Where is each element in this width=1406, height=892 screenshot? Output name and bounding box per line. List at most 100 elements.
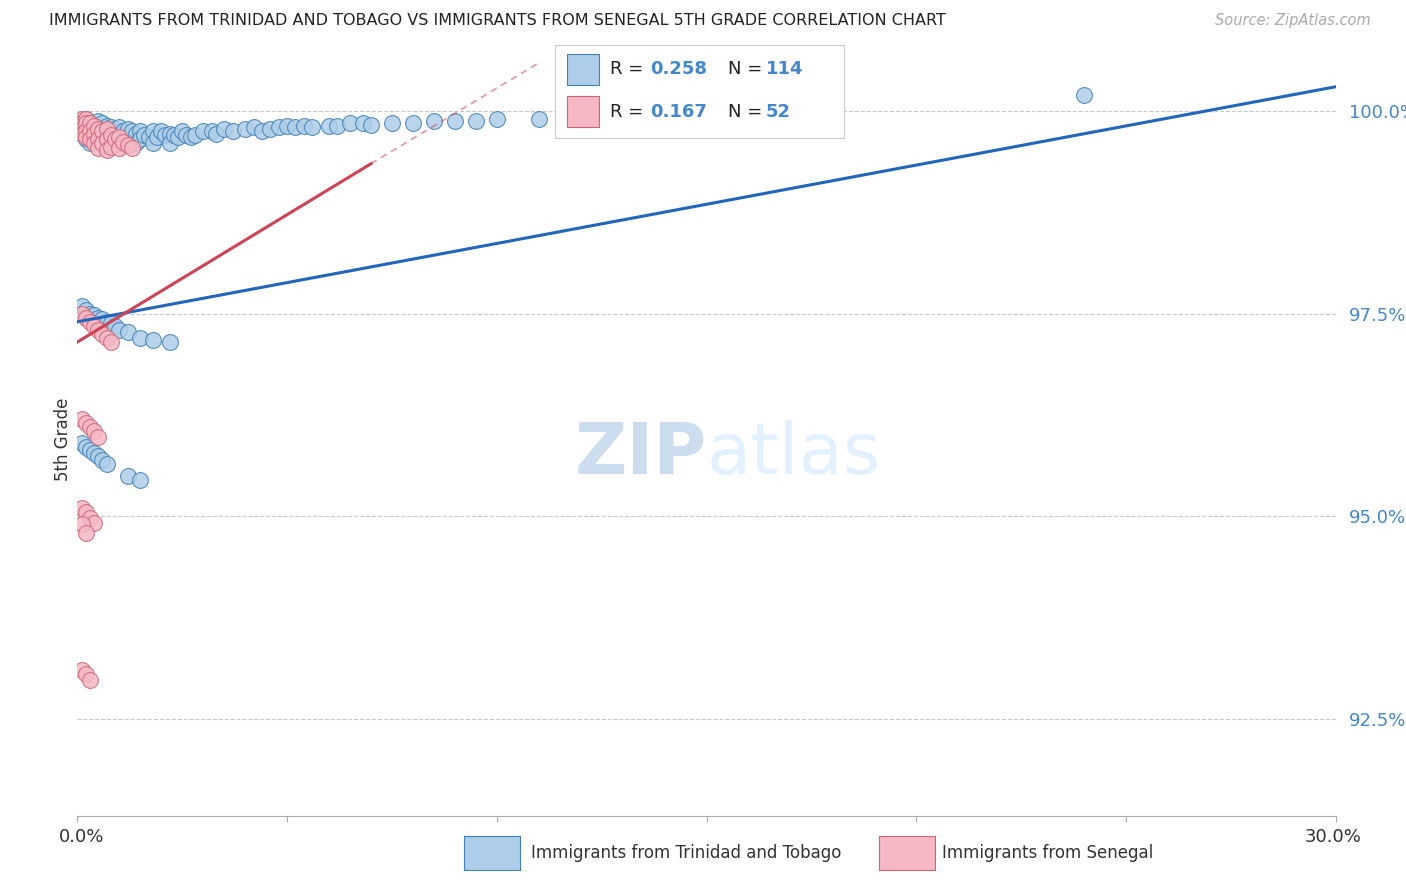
Point (70, 122, 93, 136)
Point (91, 312, 114, 326)
Point (176, 128, 198, 143)
Point (142, 124, 165, 138)
Point (381, 116, 404, 130)
Point (125, 127, 148, 141)
Point (318, 119, 340, 133)
Point (402, 116, 425, 130)
Point (191, 124, 215, 138)
Point (108, 323, 131, 337)
Point (83, 119, 105, 133)
Point (267, 120, 290, 135)
Point (654, 108, 676, 122)
Point (87, 323, 110, 337)
Point (83, 127, 105, 141)
Point (75, 112, 97, 127)
Point (184, 128, 207, 143)
Point (204, 127, 226, 141)
Point (83, 318, 105, 333)
Point (79, 128, 101, 143)
Point (117, 325, 139, 339)
Point (91, 326, 114, 341)
Point (527, 112, 550, 127)
Point (75, 116, 97, 130)
Point (233, 122, 256, 136)
Point (70, 122, 93, 136)
Point (96, 122, 118, 136)
Point (339, 116, 361, 130)
Point (70, 501, 93, 516)
Point (121, 124, 143, 138)
Point (326, 119, 349, 133)
Point (87, 140, 110, 154)
Point (155, 128, 177, 143)
Point (79, 307, 101, 321)
Point (70, 124, 93, 138)
Point (75, 667, 97, 681)
Point (108, 130, 131, 145)
Point (79, 124, 101, 138)
Point (138, 130, 160, 145)
Point (284, 120, 307, 135)
Point (79, 132, 101, 146)
Point (104, 132, 127, 146)
Point (75, 505, 97, 519)
Point (242, 120, 264, 135)
Point (70, 517, 93, 532)
Point (117, 136, 139, 151)
Point (87, 120, 110, 135)
Point (444, 113, 467, 128)
Point (75, 416, 97, 430)
Text: 52: 52 (766, 103, 790, 120)
Point (221, 124, 243, 138)
Point (117, 138, 139, 153)
Point (121, 140, 143, 154)
Point (172, 124, 194, 138)
Point (129, 473, 152, 487)
Point (70, 113, 93, 128)
Bar (567, 54, 599, 85)
Point (612, 110, 634, 124)
Point (75, 132, 97, 146)
Text: N =: N = (728, 103, 768, 120)
Y-axis label: 5th Grade: 5th Grade (53, 398, 72, 481)
Point (83, 124, 105, 138)
Text: 0.258: 0.258 (651, 61, 707, 78)
Point (83, 446, 105, 460)
Point (112, 135, 135, 149)
Point (79, 420, 101, 434)
Point (112, 134, 135, 148)
Point (200, 124, 222, 138)
Point (91, 452, 114, 467)
Point (83, 136, 105, 151)
Point (250, 124, 273, 138)
Point (96, 136, 118, 151)
Point (129, 331, 152, 345)
Text: Immigrants from Senegal: Immigrants from Senegal (942, 844, 1153, 862)
Point (70, 436, 93, 450)
Point (464, 113, 486, 128)
Point (75, 124, 97, 138)
Point (142, 333, 165, 347)
Point (696, 110, 718, 124)
Point (79, 124, 101, 138)
Point (276, 119, 298, 133)
Point (352, 116, 374, 130)
Point (104, 318, 127, 333)
Point (79, 315, 101, 329)
Point (79, 673, 101, 687)
Text: IMMIGRANTS FROM TRINIDAD AND TOBAGO VS IMMIGRANTS FROM SENEGAL 5TH GRADE CORRELA: IMMIGRANTS FROM TRINIDAD AND TOBAGO VS I… (49, 13, 946, 29)
Point (117, 122, 139, 136)
Point (70, 112, 93, 127)
Point (129, 124, 152, 138)
Text: Immigrants from Trinidad and Tobago: Immigrants from Trinidad and Tobago (531, 844, 842, 862)
Point (112, 124, 135, 138)
Point (83, 132, 105, 146)
Point (569, 112, 592, 127)
Point (142, 136, 165, 151)
Point (108, 140, 131, 154)
Point (75, 130, 97, 145)
Point (87, 430, 110, 444)
Point (96, 132, 118, 146)
Text: N =: N = (728, 61, 768, 78)
Point (100, 128, 122, 143)
